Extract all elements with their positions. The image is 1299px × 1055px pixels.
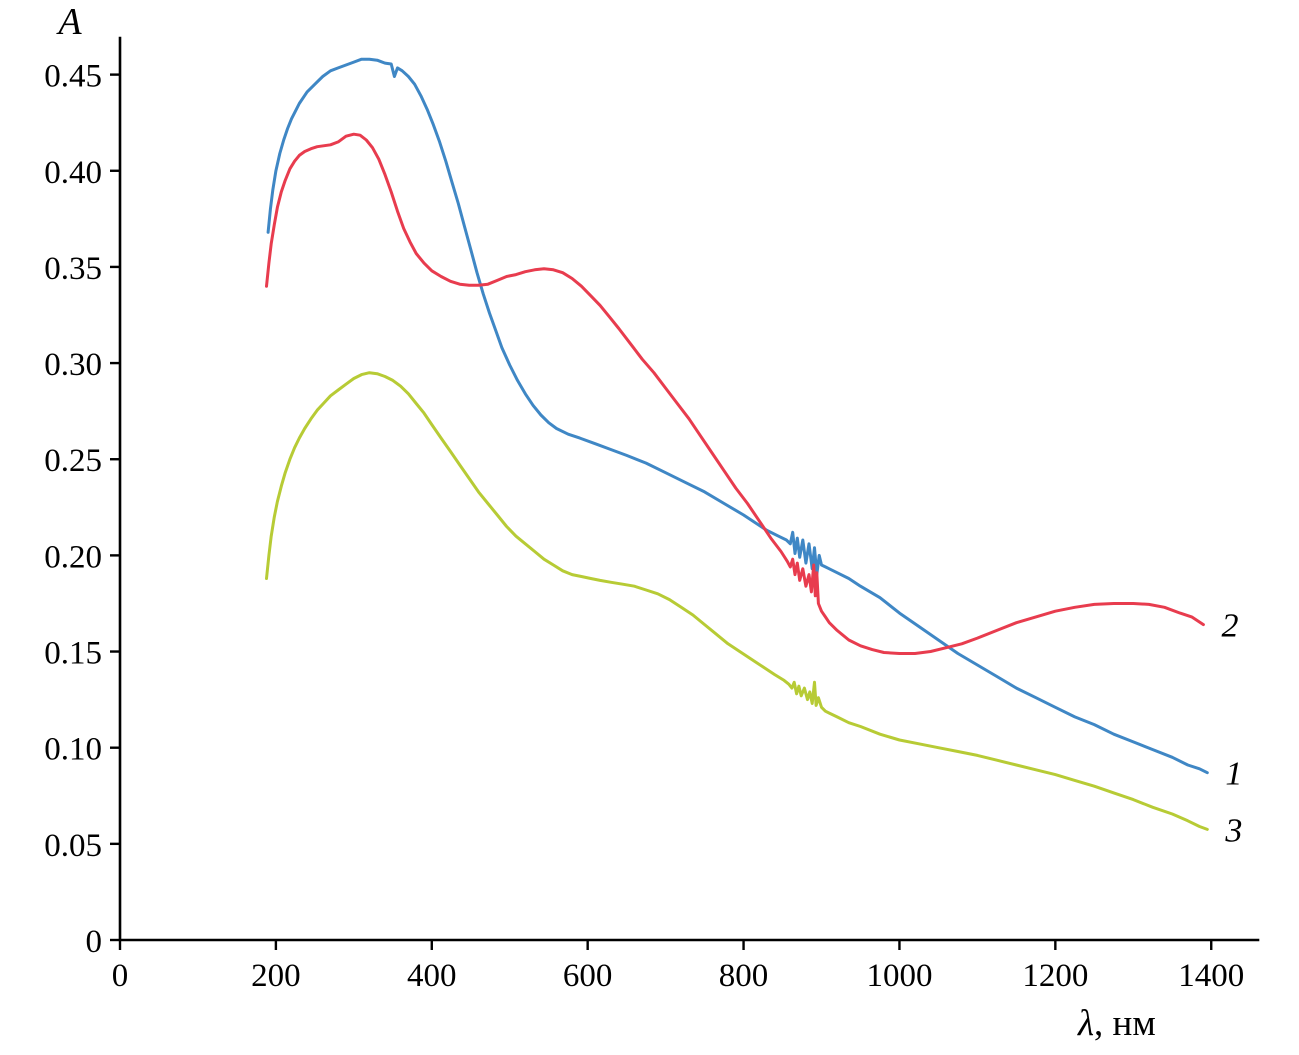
x-tick-label: 200 [251, 958, 301, 994]
x-tick-label: 600 [563, 958, 613, 994]
y-tick-label: 0 [86, 924, 103, 960]
x-axis-unit: , нм [1094, 1003, 1156, 1044]
y-tick-label: 0.45 [44, 59, 102, 95]
y-tick-label: 0.05 [44, 828, 102, 864]
y-axis-title: A [58, 1, 82, 43]
curve-label-2: 2 [1221, 608, 1238, 645]
curve-label-1: 1 [1225, 756, 1242, 793]
y-tick-label: 0.35 [44, 251, 102, 287]
y-tick-label: 0.15 [44, 636, 102, 672]
y-tick-label: 0.25 [44, 443, 102, 479]
x-tick-label: 1400 [1178, 958, 1244, 994]
y-tick-label: 0.20 [44, 539, 102, 575]
curve-label-3: 3 [1224, 812, 1242, 849]
y-tick-label: 0.10 [44, 732, 102, 768]
curve-3-green [265, 371, 1209, 831]
x-tick-label: 1000 [866, 958, 932, 994]
curve-2-red [265, 132, 1205, 655]
x-axis-symbol: λ [1078, 1003, 1095, 1044]
y-tick-label: 0.40 [44, 155, 102, 191]
x-tick-label: 400 [407, 958, 457, 994]
x-tick-label: 800 [719, 958, 769, 994]
curve-1-blue [266, 57, 1209, 775]
axes [118, 36, 1260, 942]
x-tick-label: 0 [112, 958, 129, 994]
x-axis-title: λ, нм [1078, 1002, 1278, 1045]
x-tick-label: 1200 [1022, 958, 1088, 994]
y-tick-label: 0.30 [44, 347, 102, 383]
